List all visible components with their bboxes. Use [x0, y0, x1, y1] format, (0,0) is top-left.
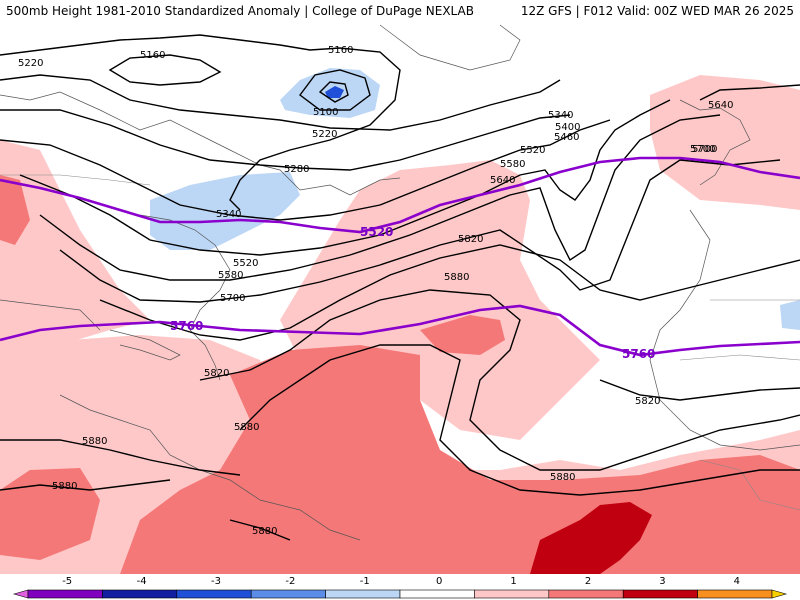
contour-label: 5700	[692, 144, 717, 155]
colorbar-tick-label: 0	[436, 576, 443, 587]
colorbar-tick-label: 3	[659, 576, 666, 587]
colorbar-tick-label: -2	[285, 576, 296, 587]
borders	[0, 174, 800, 511]
colorbar-segment	[697, 589, 773, 599]
contour-label: 5820	[458, 234, 483, 245]
colorbar-arrow-right	[771, 589, 788, 599]
contour-label: 5220	[312, 129, 337, 140]
weather-map: 5160 5220 5160 5100 5220 5280 5340 5400 …	[0, 22, 800, 574]
colorbar-segment	[250, 589, 326, 599]
colorbar-scale	[12, 589, 788, 599]
contour-label: 5580	[500, 159, 525, 170]
negative-anomaly-core	[325, 86, 344, 98]
contour-label: 5640	[708, 100, 733, 111]
contour-labels: 5160 5220 5160 5100 5220 5280 5340 5400 …	[18, 45, 733, 537]
positive-anomaly-strong	[530, 502, 652, 574]
height-contours	[0, 34, 800, 541]
colorbar-segment	[474, 589, 550, 599]
contour-label: 5580	[218, 270, 243, 281]
colorbar: -5-4-3-2-1012345	[0, 574, 800, 600]
colorbar-segment	[176, 589, 252, 599]
colorbar-tick-label: 2	[584, 576, 592, 587]
contour-label: 5880	[550, 472, 575, 483]
contour-label: 5100	[313, 107, 338, 118]
contour-label: 5340	[216, 209, 241, 220]
contour-label: 5700	[220, 293, 245, 304]
colorbar-segment	[325, 589, 401, 599]
contour-label: 5460	[554, 132, 579, 143]
contour-label: 5220	[18, 58, 43, 69]
thickness-label: 5760	[622, 347, 655, 361]
contour-label: 5700	[690, 144, 715, 155]
colorbar-tick-label: 1	[510, 576, 517, 587]
contour-label: 5400	[555, 122, 580, 133]
contour-label: 5520	[233, 258, 258, 269]
colorbar-segment	[27, 589, 103, 599]
contour-label: 5880	[52, 481, 77, 492]
map-title: 500mb Height 1981-2010 Standardized Anom…	[6, 4, 474, 18]
contour-label: 5880	[252, 526, 277, 537]
contour-label: 5640	[490, 175, 515, 186]
colorbar-segment	[622, 589, 698, 599]
colorbar-tick-label: -4	[136, 576, 147, 587]
contour-label: 5880	[234, 422, 259, 433]
thickness-contours	[0, 156, 800, 357]
coastlines	[0, 24, 800, 541]
colorbar-arrow-left	[12, 589, 29, 599]
colorbar-segment	[102, 589, 178, 599]
colorbar-tick-label: -3	[211, 576, 221, 587]
contour-label: 5160	[140, 50, 165, 61]
contour-label: 5340	[548, 110, 573, 121]
model-run-info: 12Z GFS | F012 Valid: 00Z WED MAR 26 202…	[520, 4, 794, 18]
colorbar-segment	[399, 589, 475, 599]
title-bar: 500mb Height 1981-2010 Standardized Anom…	[0, 0, 800, 23]
colorbar-tick-label: -1	[359, 576, 370, 587]
colorbar-tick-label: -5	[62, 576, 73, 587]
contour-label: 5820	[204, 368, 229, 379]
thickness-label: 5760	[170, 319, 203, 333]
contour-label: 5160	[328, 45, 353, 56]
contour-label: 5280	[284, 164, 309, 175]
contour-label: 5820	[635, 396, 660, 407]
contour-label: 5520	[520, 145, 545, 156]
colorbar-tick-label: 4	[733, 576, 740, 587]
colorbar-segment	[548, 589, 624, 599]
contour-label: 5880	[444, 272, 469, 283]
contour-label: 5880	[82, 436, 107, 447]
thickness-label: 5520	[360, 225, 393, 239]
